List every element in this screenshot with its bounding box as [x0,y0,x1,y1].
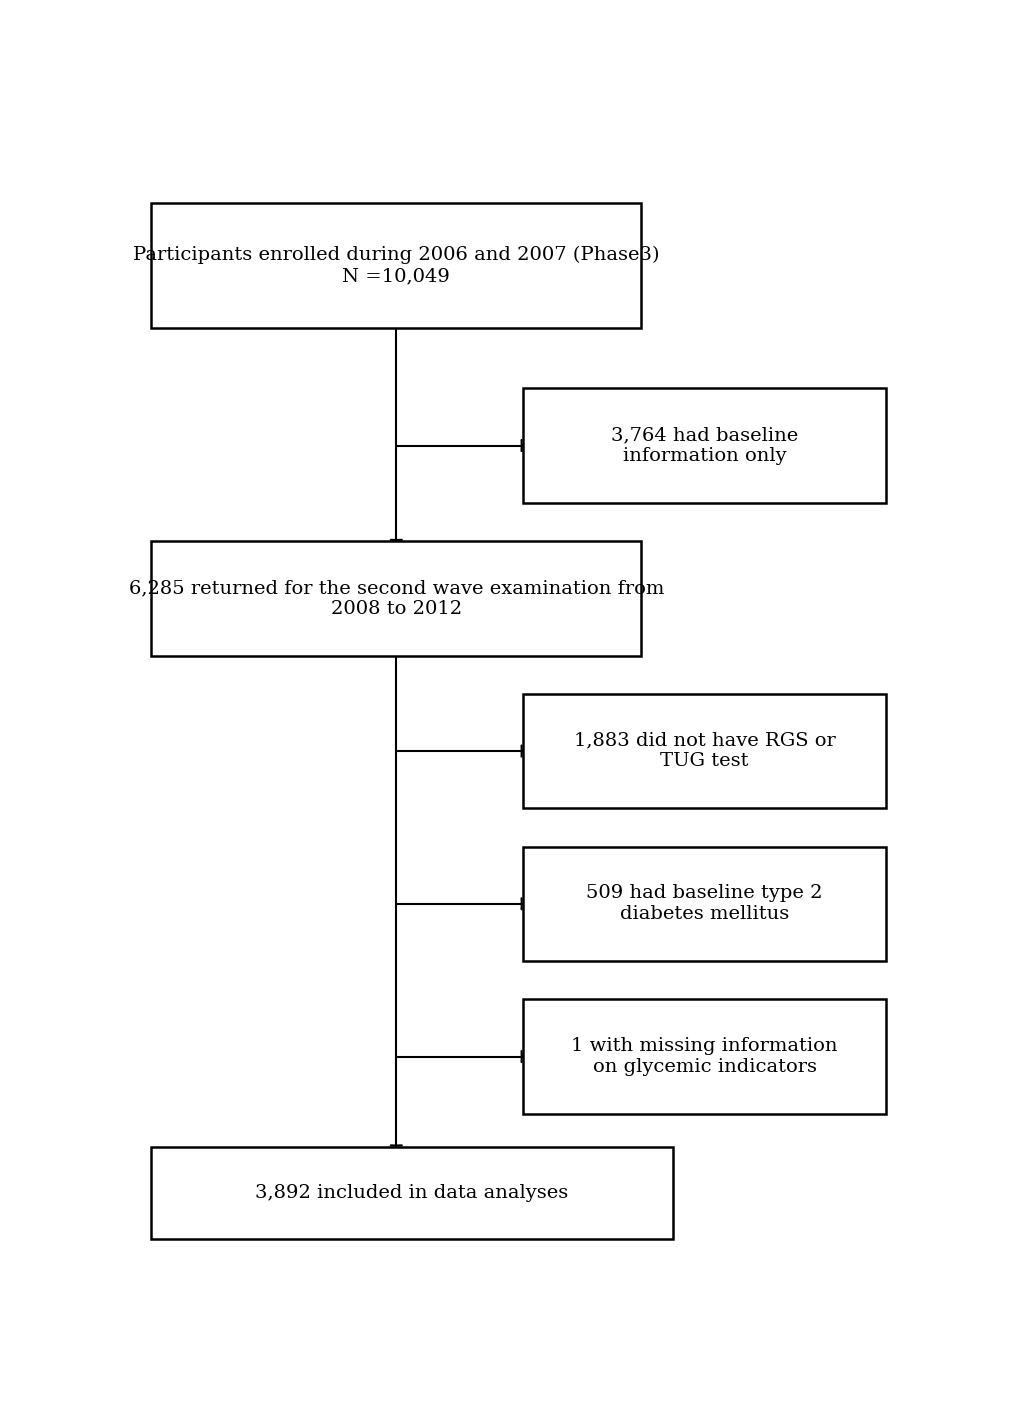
Text: 1,883 did not have RGS or
TUG test: 1,883 did not have RGS or TUG test [573,731,835,771]
Text: 3,764 had baseline
information only: 3,764 had baseline information only [610,427,798,465]
Text: 1 with missing information
on glycemic indicators: 1 with missing information on glycemic i… [571,1037,837,1076]
FancyBboxPatch shape [151,541,641,656]
Text: 6,285 returned for the second wave examination from
2008 to 2012: 6,285 returned for the second wave exami… [128,580,663,618]
FancyBboxPatch shape [522,999,886,1114]
FancyBboxPatch shape [522,694,886,808]
Text: 509 had baseline type 2
diabetes mellitus: 509 had baseline type 2 diabetes mellitu… [586,884,822,924]
Text: Participants enrolled during 2006 and 2007 (Phase3)
N =10,049: Participants enrolled during 2006 and 20… [132,247,659,285]
FancyBboxPatch shape [151,1146,673,1240]
FancyBboxPatch shape [522,846,886,961]
Text: 3,892 included in data analyses: 3,892 included in data analyses [255,1185,569,1202]
FancyBboxPatch shape [522,388,886,503]
FancyBboxPatch shape [151,203,641,329]
